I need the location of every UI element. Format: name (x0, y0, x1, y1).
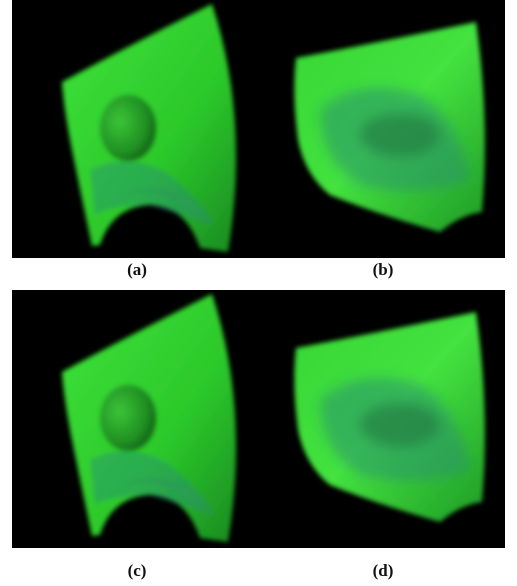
panel-label: (b) (373, 260, 394, 279)
figure: (a) (b) (c) (d) (0, 0, 517, 586)
panel-label: (a) (127, 260, 147, 279)
panel-label: (d) (373, 561, 394, 580)
panel-label: (c) (128, 561, 147, 580)
figure-row-bottom (12, 290, 505, 548)
figure-row-top (12, 0, 505, 258)
figure-canvas: (a) (b) (c) (d) (0, 0, 517, 586)
